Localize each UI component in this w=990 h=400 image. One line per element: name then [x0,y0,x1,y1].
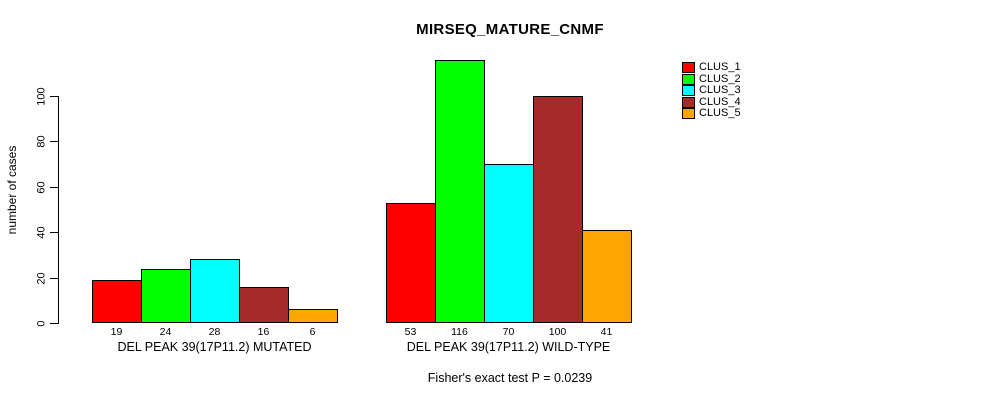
legend-label: CLUS_5 [699,107,741,119]
x-axis-group-label: DEL PEAK 39(17P11.2) MUTATED [117,340,312,354]
chart-title: MIRSEQ_MATURE_CNMF [416,21,604,38]
y-axis-tick [50,278,58,279]
bar-clus_1 [92,280,142,323]
bar-clus_3 [190,259,240,323]
y-axis-tick [50,141,58,142]
y-axis-tick [50,96,58,97]
bar-clus_4 [239,287,289,323]
bar-value-label: 16 [257,326,270,338]
bar-value-label: 19 [110,326,123,338]
bar-clus_2 [435,60,485,323]
legend-swatch [682,62,695,73]
legend-swatch [682,97,695,108]
legend-swatch [682,85,695,96]
legend-item: CLUS_4 [682,96,772,109]
y-axis-tick [50,323,58,324]
bar-clus_2 [141,269,191,323]
bar-value-label: 24 [159,326,172,338]
legend-label: CLUS_3 [699,84,741,96]
bar-clus_5 [582,230,632,323]
y-axis-tick [50,187,58,188]
y-axis-line [58,96,59,324]
bar-value-label: 41 [600,326,613,338]
legend-item: CLUS_3 [682,84,772,97]
legend-item: CLUS_5 [682,107,772,120]
legend-item: CLUS_2 [682,73,772,86]
fisher-test-annotation: Fisher's exact test P = 0.0239 [427,371,593,385]
bar-clus_5 [288,309,338,323]
legend-item: CLUS_1 [682,61,772,74]
y-axis-tick [50,232,58,233]
bar-value-label: 28 [208,326,221,338]
x-axis-group-label: DEL PEAK 39(17P11.2) WILD-TYPE [406,340,611,354]
legend-swatch [682,74,695,85]
bar-value-label: 6 [309,326,316,338]
bar-clus_3 [484,164,534,323]
bar-clus_1 [386,203,436,323]
legend-label: CLUS_2 [699,73,741,85]
bar-value-label: 53 [404,326,417,338]
bar-value-label: 116 [451,326,468,338]
bar-clus_4 [533,96,583,323]
legend-label: CLUS_4 [699,96,741,108]
legend-label: CLUS_1 [699,61,741,73]
bar-value-label: 70 [502,326,515,338]
legend-swatch [682,108,695,119]
bar-value-label: 100 [548,326,567,338]
